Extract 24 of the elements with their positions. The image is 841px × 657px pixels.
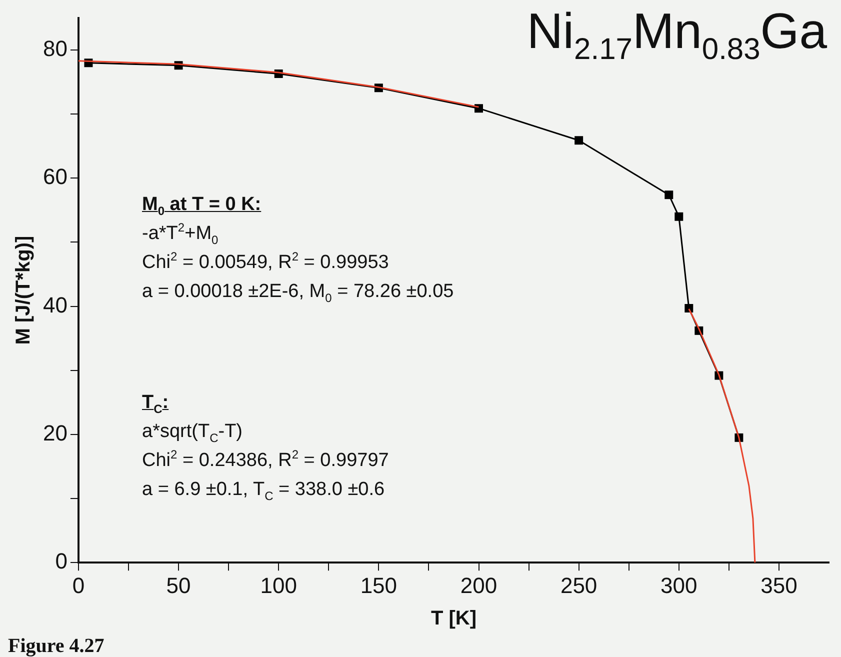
point (574, 136, 584, 145)
y-tick-label: 40 (42, 292, 68, 318)
chart-title: Ni$_{2.17}$Mn$_{0.83}$Ga (526, 2, 827, 67)
x-tick-label: 0 (72, 572, 85, 598)
x-tick-label: 100 (260, 572, 297, 598)
x-tick-label: 350 (760, 572, 798, 598)
text: T$_{C}$: a*sqrt(T$_{C}$-T) Chi$^{2}$ = 0.24386, R$^{2}$ = 0.99797 a = 6.9 ±0.1, T$_{C}$ = 338.0 ±0.6 (142, 392, 389, 503)
point (674, 212, 684, 221)
y-tick-label: 20 (42, 420, 68, 446)
y-tick-label: 80 (42, 36, 68, 62)
y-axis-title: M [J/(T*kg)] (12, 236, 35, 345)
point (474, 104, 483, 113)
x-tick-label: 200 (460, 572, 498, 598)
x-tick-label: 250 (560, 572, 598, 598)
point (664, 190, 674, 200)
caption: Figure 4.27 (8, 634, 104, 657)
text: M$_{0}$ at T = 0 K: -a*T$^{2}$+M$_{0}$ Chi$^{2}$ = 0.00549, R$^{2}$ = 0.99953 a = 0.00018 ±2E-6, M$_{0}$ = 78.26 ±0.05 (142, 194, 454, 305)
y-tick-label: 0 (55, 548, 68, 574)
x-axis-title: T [K] (430, 608, 477, 630)
point (684, 304, 694, 312)
x-tick-label: 50 (166, 572, 191, 598)
x-tick-label: 300 (660, 572, 698, 598)
y-tick-label: 60 (42, 164, 68, 190)
x-tick-label: 150 (360, 572, 398, 598)
